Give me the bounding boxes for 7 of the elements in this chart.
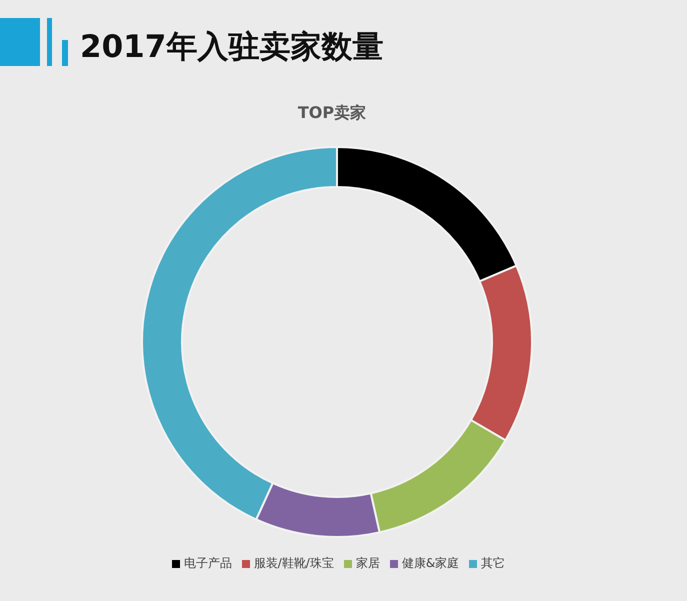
legend-label: 服装/鞋靴/珠宝: [254, 556, 334, 570]
legend-label: 健康&家庭: [402, 556, 460, 570]
legend-label: 其它: [481, 556, 506, 570]
chart-title: 2017年入驻卖家数量: [80, 28, 384, 67]
legend-label: 家居: [356, 556, 380, 570]
legend-label: 电子产品: [184, 556, 232, 570]
chart-subtitle: TOP卖家: [296, 103, 368, 124]
